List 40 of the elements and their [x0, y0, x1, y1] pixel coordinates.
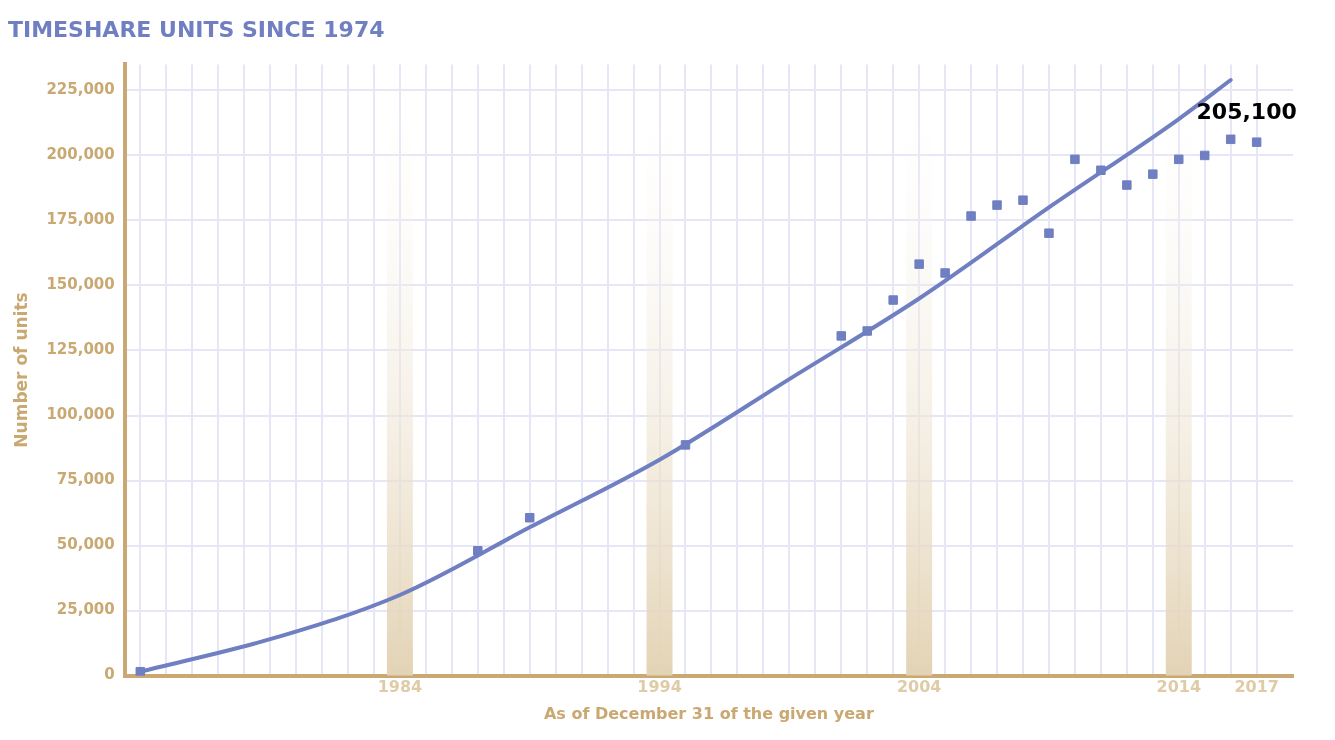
y-tick-label: 175,000: [46, 210, 115, 229]
x-tick-label: 1994: [637, 677, 682, 697]
annotation: 205,100: [1196, 98, 1297, 124]
point: [992, 200, 1002, 210]
point: [1174, 154, 1184, 165]
y-tick-label: 100,000: [46, 405, 115, 424]
point: [1251, 137, 1262, 147]
point: [524, 512, 535, 523]
chart-title: TIMESHARE UNITS SINCE 1974: [8, 16, 385, 42]
point: [1070, 154, 1080, 165]
y-tick-label: 0: [104, 665, 115, 684]
y-tick-label: 200,000: [46, 145, 115, 164]
x-tick-label: 2014: [1156, 677, 1202, 697]
point: [1096, 165, 1106, 175]
point: [966, 211, 976, 221]
point: [1044, 228, 1054, 238]
x-tick-label: 1984: [377, 677, 423, 697]
point: [862, 326, 872, 336]
point: [1148, 169, 1158, 179]
point: [1018, 195, 1028, 205]
y-tick-label: 225,000: [46, 80, 115, 99]
y-tick-label: 125,000: [46, 340, 115, 359]
y-axis-title: Number of units: [10, 292, 31, 448]
y-tick-label: 75,000: [56, 470, 115, 489]
point: [680, 440, 691, 450]
point: [1122, 180, 1132, 190]
point: [1199, 150, 1210, 161]
point: [135, 666, 146, 676]
x-axis-title: As of December 31 of the given year: [543, 703, 874, 723]
point: [473, 546, 483, 556]
point: [1225, 134, 1236, 145]
x-tick-label: 2017: [1234, 677, 1279, 697]
y-tick-label: 50,000: [56, 535, 115, 554]
x-tick-label: 2004: [896, 677, 942, 697]
point: [940, 268, 950, 278]
point: [888, 295, 898, 305]
point: [836, 331, 847, 341]
y-tick-label: 25,000: [56, 600, 115, 619]
y-tick-label: 150,000: [46, 275, 115, 294]
point: [914, 259, 924, 269]
